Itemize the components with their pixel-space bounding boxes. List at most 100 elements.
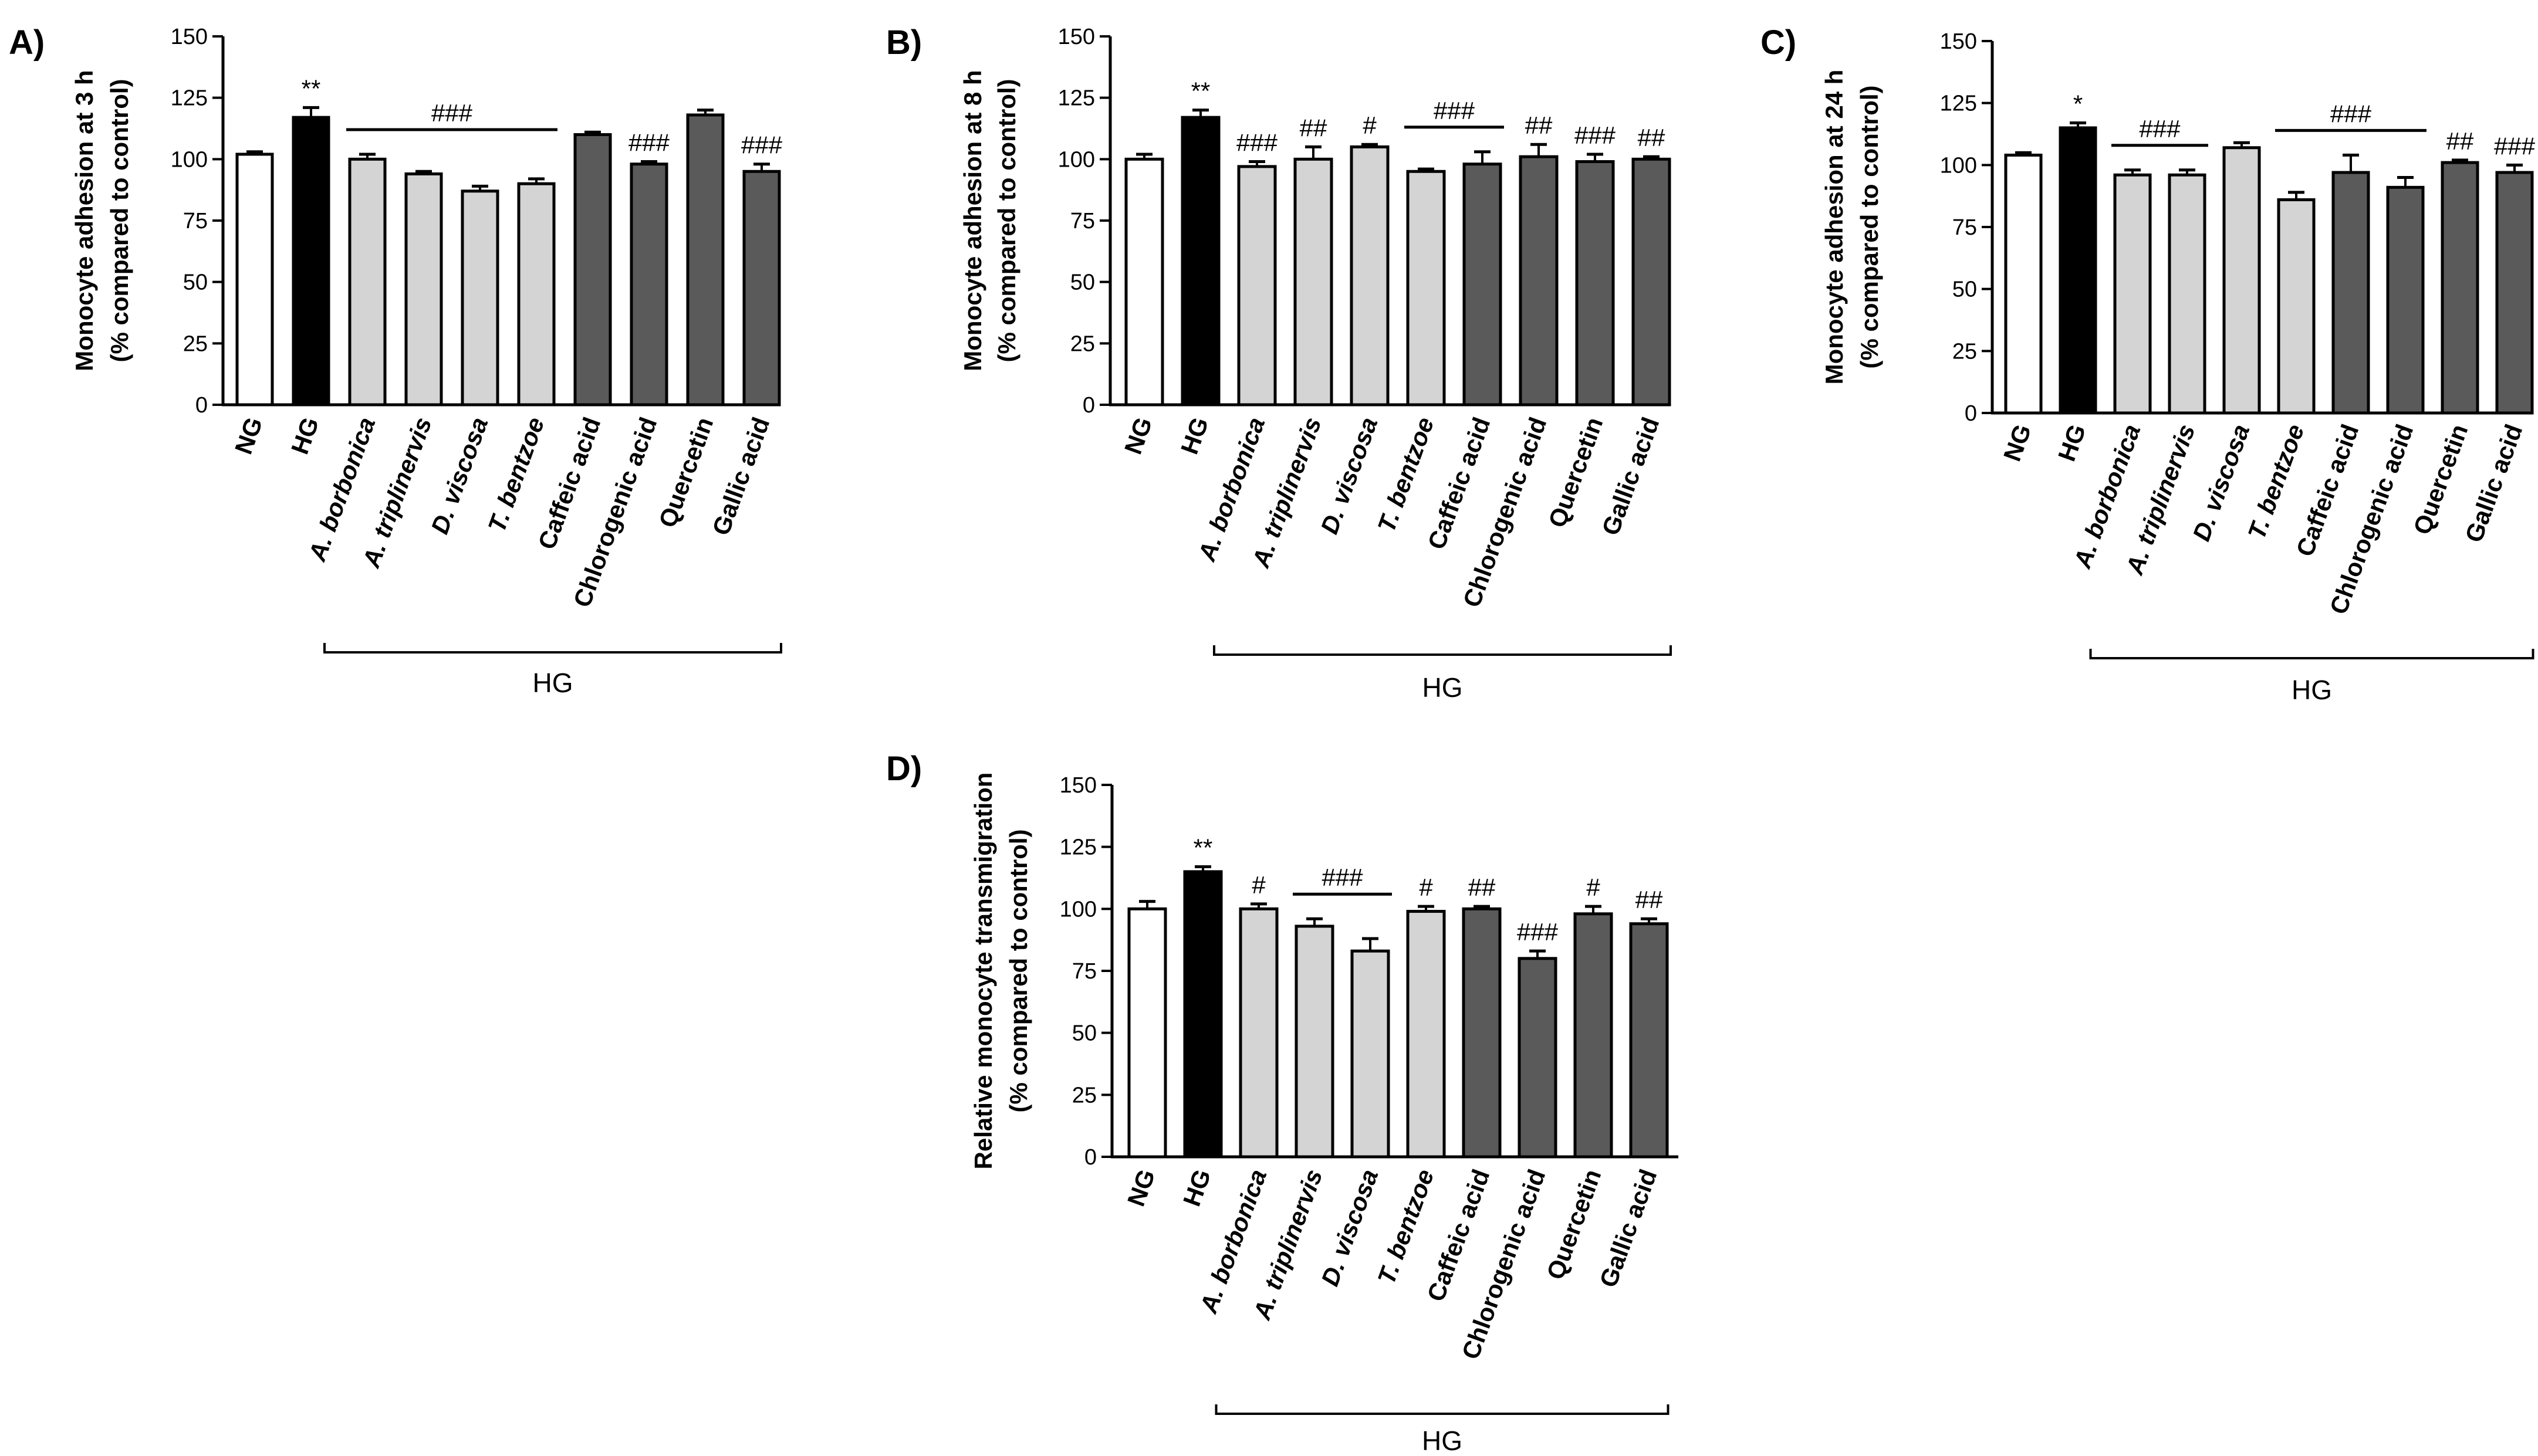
group-bracket: [1213, 645, 1672, 656]
significance-annotation: **: [1191, 77, 1211, 105]
y-tick-label: 0: [1083, 393, 1095, 418]
y-tick-label: 100: [1940, 153, 1977, 178]
bar: [1295, 925, 1334, 1159]
bar: [1629, 922, 1669, 1159]
chart-panel-b: B) Monocyte adhesion at 8 h (% compared to…: [886, 23, 1672, 703]
bar: [2277, 198, 2316, 415]
y-tick-label: 100: [1058, 147, 1095, 172]
x-tick-label: Gallic acid: [707, 414, 775, 539]
y-tick-label: 0: [1084, 1145, 1097, 1170]
bar: [1631, 157, 1671, 407]
bar: [348, 157, 387, 407]
significance-annotation: **: [1194, 834, 1213, 861]
x-tick-label: T. bentzoe: [2242, 421, 2309, 543]
significance-annotation: ##: [1300, 114, 1327, 141]
significance-annotation: ###: [1574, 121, 1616, 149]
panel-letter: D): [886, 750, 922, 788]
x-tick-label: Gallic acid: [2459, 421, 2527, 546]
significance-annotation: *: [2073, 90, 2083, 117]
y-tick-label: 125: [171, 86, 208, 111]
y-tick-label: 150: [171, 25, 208, 49]
significance-annotation: ###: [1322, 864, 1363, 891]
y-tick-label: 25: [183, 331, 208, 356]
y-axis-label: Relative monocyte transmigration: [969, 773, 997, 1170]
significance-annotation: ###: [431, 99, 473, 127]
bar: [1124, 157, 1164, 407]
y-tick-label: 100: [171, 147, 208, 172]
panel-letter: A): [9, 23, 45, 62]
y-tick-label: 125: [1940, 92, 1977, 116]
bar: [630, 162, 668, 407]
y-tick-label: 150: [1940, 29, 1977, 54]
bar: [2222, 146, 2261, 415]
bar: [2059, 126, 2097, 415]
bar: [1239, 907, 1279, 1159]
significance-annotation: ###: [1517, 918, 1559, 946]
bar: [404, 172, 443, 407]
x-tick-label: Quercetin: [2408, 421, 2473, 538]
bar: [1350, 145, 1390, 407]
x-tick-label: Quercetin: [653, 414, 718, 531]
bar: [292, 116, 330, 407]
x-tick-label: T. bentzoe: [482, 414, 549, 536]
bar: [1518, 957, 1557, 1159]
significance-annotation: ##: [1468, 873, 1496, 901]
bar: [1575, 160, 1615, 407]
significance-annotation: #: [1252, 871, 1266, 899]
significance-annotation: ###: [1434, 97, 1475, 124]
bar: [686, 113, 725, 407]
y-axis-label: (% compared to control): [1005, 829, 1032, 1112]
y-tick-label: 50: [1952, 277, 1977, 302]
y-tick-label: 125: [1058, 86, 1095, 111]
significance-annotation: ##: [1635, 886, 1663, 913]
x-tick-label: D. viscosa: [1316, 1166, 1383, 1289]
bar: [573, 133, 612, 407]
y-tick-label: 25: [1072, 1083, 1097, 1108]
bar: [1237, 165, 1277, 407]
bar: [2168, 173, 2206, 415]
y-tick-label: 25: [1070, 331, 1095, 356]
significance-annotation: #: [1363, 111, 1377, 139]
significance-annotation: ###: [2139, 115, 2181, 143]
significance-annotation: ###: [628, 129, 670, 157]
significance-annotation: ###: [2494, 132, 2536, 160]
x-tick-label: T. bentzoe: [1372, 1166, 1439, 1288]
bar: [461, 189, 499, 407]
significance-annotation: #: [1586, 873, 1600, 901]
x-tick-label: NG: [1998, 421, 2037, 465]
x-tick-label: NG: [229, 414, 268, 458]
bar: [1519, 155, 1559, 407]
y-tick-label: 50: [183, 270, 208, 295]
x-tick-label: NG: [1122, 1166, 1161, 1210]
group-label: HG: [2292, 675, 2332, 705]
panel-letter: C): [1760, 23, 1796, 62]
significance-annotation: ###: [1236, 129, 1278, 157]
y-axis-label: (% compared to control): [993, 79, 1020, 362]
bar: [1573, 912, 1613, 1159]
x-tick-label: HG: [286, 414, 325, 458]
significance-annotation: ##: [2446, 127, 2474, 155]
y-tick-label: 25: [1952, 339, 1977, 364]
y-tick-label: 75: [1072, 959, 1097, 984]
bar: [1181, 116, 1221, 407]
significance-annotation: ##: [1638, 124, 1665, 151]
significance-annotation: ###: [741, 131, 783, 159]
bar: [1127, 907, 1167, 1159]
x-tick-label: D. viscosa: [1315, 414, 1383, 537]
x-tick-label: HG: [2053, 421, 2091, 465]
y-tick-label: 75: [1070, 209, 1095, 233]
y-tick-label: 150: [1060, 773, 1097, 798]
bar: [1406, 910, 1446, 1159]
x-tick-label: HG: [1178, 1166, 1216, 1210]
y-axis-label: Monocyte adhesion at 24 h: [1820, 70, 1848, 385]
y-axis-label: (% compared to control): [106, 79, 133, 362]
y-tick-label: 0: [195, 393, 208, 418]
bar: [1462, 162, 1502, 407]
significance-annotation: ##: [1525, 111, 1553, 139]
bar: [742, 170, 781, 407]
x-tick-label: Quercetin: [1543, 414, 1608, 531]
bar: [1183, 870, 1223, 1159]
x-tick-label: Gallic acid: [1594, 1166, 1662, 1291]
bar: [2386, 185, 2425, 415]
